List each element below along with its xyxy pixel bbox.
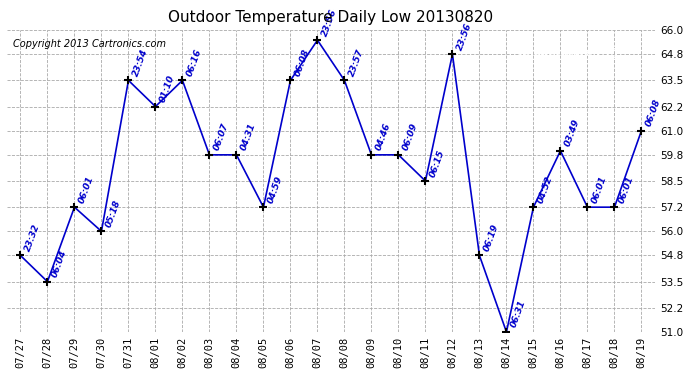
Text: 06:08: 06:08 [644, 98, 662, 128]
Text: 06:16: 06:16 [185, 48, 204, 78]
Text: 05:18: 05:18 [104, 199, 122, 228]
Text: 06:01: 06:01 [618, 174, 635, 204]
Text: Copyright 2013 Cartronics.com: Copyright 2013 Cartronics.com [13, 39, 166, 49]
Text: 03:49: 03:49 [563, 118, 582, 148]
Text: 01:10: 01:10 [158, 74, 177, 104]
Text: 06:31: 06:31 [509, 299, 527, 329]
Text: 06:01: 06:01 [590, 174, 609, 204]
Text: 06:19: 06:19 [482, 223, 500, 253]
Text: 23:56: 23:56 [320, 8, 339, 38]
Text: 04:46: 04:46 [374, 122, 393, 152]
Text: 04:31: 04:31 [239, 122, 257, 152]
Text: 04:52: 04:52 [536, 174, 555, 204]
Text: 23:57: 23:57 [347, 48, 366, 78]
Text: 06:04: 06:04 [50, 249, 68, 279]
Text: 23:56: 23:56 [455, 21, 473, 51]
Text: 06:15: 06:15 [428, 148, 446, 178]
Text: 04:59: 04:59 [266, 174, 284, 204]
Title: Outdoor Temperature Daily Low 20130820: Outdoor Temperature Daily Low 20130820 [168, 10, 493, 25]
Text: 06:09: 06:09 [401, 122, 420, 152]
Text: 06:07: 06:07 [213, 122, 230, 152]
Text: 06:08: 06:08 [293, 48, 311, 78]
Text: 23:54: 23:54 [131, 48, 150, 78]
Text: 06:01: 06:01 [77, 174, 95, 204]
Text: 23:32: 23:32 [23, 223, 41, 253]
